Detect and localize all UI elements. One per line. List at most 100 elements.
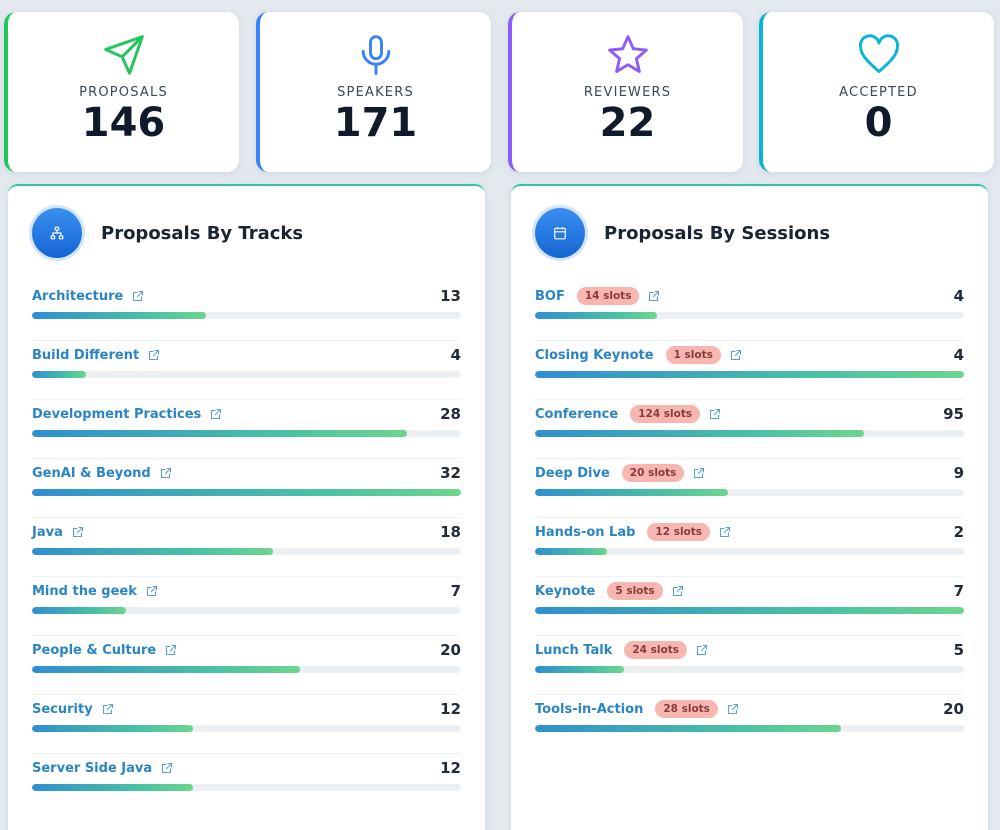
external-link-icon[interactable]: [648, 290, 660, 302]
external-link-icon[interactable]: [161, 762, 173, 774]
microphone-icon: [361, 35, 390, 75]
external-link-icon[interactable]: [727, 703, 739, 715]
external-link-icon[interactable]: [210, 408, 222, 420]
star-icon: [607, 35, 648, 73]
slots-badge: 20 slots: [621, 464, 685, 482]
item-link[interactable]: Mind the geek: [32, 583, 137, 599]
panel-title: Proposals By Sessions: [604, 222, 831, 244]
stat-card-speakers: SPEAKERS 171: [256, 12, 491, 172]
item-count: 9: [953, 464, 964, 482]
progress-fill: [32, 430, 408, 437]
progress-fill: [32, 607, 126, 614]
progress-fill: [32, 725, 193, 732]
progress-track: [535, 548, 964, 555]
external-link-icon[interactable]: [132, 290, 144, 302]
progress-fill: [535, 312, 658, 319]
progress-track: [32, 666, 461, 673]
item-link[interactable]: Deep Dive: [535, 465, 610, 481]
item-count: 12: [440, 700, 461, 718]
item-count: 13: [440, 287, 461, 305]
item-count: 28: [440, 405, 461, 423]
external-link-icon[interactable]: [160, 467, 172, 479]
list-item: Security 12: [32, 695, 461, 754]
external-link-icon[interactable]: [709, 408, 721, 420]
external-link-icon[interactable]: [696, 644, 708, 656]
list-item: Deep Dive 20 slots 9: [535, 459, 964, 518]
stat-card-reviewers: REVIEWERS 22: [508, 12, 743, 172]
external-link-icon[interactable]: [165, 644, 177, 656]
item-link[interactable]: Build Different: [32, 347, 140, 363]
stat-value: 22: [599, 100, 656, 146]
list-item: Lunch Talk 24 slots 5: [535, 636, 964, 695]
external-link-icon[interactable]: [146, 585, 158, 597]
item-link[interactable]: People & Culture: [32, 642, 157, 658]
stat-label: SPEAKERS: [337, 85, 414, 100]
progress-track: [535, 666, 964, 673]
item-link[interactable]: Lunch Talk: [535, 642, 613, 658]
item-link[interactable]: Security: [32, 701, 93, 717]
external-link-icon[interactable]: [672, 585, 684, 597]
progress-track: [535, 607, 964, 614]
progress-track: [32, 489, 461, 496]
item-count: 2: [953, 523, 964, 541]
item-link[interactable]: Server Side Java: [32, 760, 153, 776]
list-item: Architecture 13: [32, 282, 461, 341]
list-item: Java 18: [32, 518, 461, 577]
list-item: Mind the geek 7: [32, 577, 461, 636]
item-count: 20: [943, 700, 964, 718]
external-link-icon[interactable]: [72, 526, 84, 538]
progress-fill: [32, 548, 274, 555]
item-count: 18: [440, 523, 461, 541]
list-item: Server Side Java 12: [32, 754, 461, 813]
stat-card-accepted: ACCEPTED 0: [759, 12, 994, 172]
item-link[interactable]: BOF: [535, 288, 565, 304]
item-link[interactable]: Java: [32, 524, 63, 540]
external-link-icon[interactable]: [693, 467, 705, 479]
item-count: 32: [440, 464, 461, 482]
item-link[interactable]: Architecture: [32, 288, 124, 304]
item-link[interactable]: Tools-in-Action: [535, 701, 644, 717]
item-link[interactable]: Conference: [535, 406, 619, 422]
external-link-icon[interactable]: [148, 349, 160, 361]
list-item: BOF 14 slots 4: [535, 282, 964, 341]
stat-label: ACCEPTED: [839, 85, 918, 100]
item-link[interactable]: GenAI & Beyond: [32, 465, 151, 481]
progress-fill: [535, 430, 864, 437]
item-link[interactable]: Keynote: [535, 583, 596, 599]
calendar-icon: [535, 208, 585, 258]
tracks-panel: Proposals By Tracks Architecture 13 Build …: [8, 184, 485, 830]
sessions-panel: Proposals By Sessions BOF 14 slots 4 Closin…: [511, 184, 988, 830]
item-count: 4: [953, 287, 964, 305]
slots-badge: 24 slots: [624, 641, 687, 659]
slots-badge: 5 slots: [607, 582, 663, 600]
list-item: Closing Keynote 1 slots 4: [535, 341, 964, 400]
progress-track: [32, 784, 461, 791]
item-count: 5: [953, 641, 964, 659]
sitemap-icon: [32, 208, 82, 258]
stat-value: 0: [864, 100, 893, 146]
item-link[interactable]: Hands-on Lab: [535, 524, 636, 540]
progress-track: [535, 725, 964, 732]
external-link-icon[interactable]: [719, 526, 731, 538]
sessions-list: BOF 14 slots 4 Closing Keynote 1 slots 4 Confe…: [535, 282, 964, 754]
progress-track: [32, 430, 461, 437]
list-item: People & Culture 20: [32, 636, 461, 695]
external-link-icon[interactable]: [102, 703, 114, 715]
list-item: GenAI & Beyond 32: [32, 459, 461, 518]
heart-icon: [858, 34, 899, 73]
progress-track: [32, 607, 461, 614]
item-link[interactable]: Closing Keynote: [535, 347, 654, 363]
progress-track: [32, 371, 461, 378]
progress-fill: [32, 312, 207, 319]
tracks-list: Architecture 13 Build Different 4 Developmen…: [32, 282, 461, 813]
list-item: Conference 124 slots 95: [535, 400, 964, 459]
external-link-icon[interactable]: [730, 349, 742, 361]
item-link[interactable]: Development Practices: [32, 406, 202, 422]
stat-label: REVIEWERS: [583, 85, 672, 100]
stat-card-proposals: PROPOSALS 146: [4, 12, 239, 172]
stat-label: PROPOSALS: [79, 85, 168, 100]
progress-fill: [535, 725, 842, 732]
list-item: Build Different 4: [32, 341, 461, 400]
progress-fill: [535, 489, 729, 496]
list-item: Keynote 5 slots 7: [535, 577, 964, 636]
